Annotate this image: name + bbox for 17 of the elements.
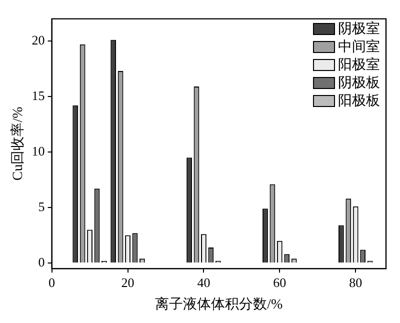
y-tick-label: 0 [38, 254, 45, 270]
legend-label: 阴极板 [338, 74, 380, 92]
x-axis-title: 离子液体体积分数/% [155, 296, 284, 312]
x-tick-label: 60 [273, 274, 286, 290]
legend-label: 中间室 [338, 38, 380, 56]
legend-label: 阳极室 [338, 56, 380, 74]
y-tick-label: 5 [38, 198, 45, 214]
legend-label: 阳极板 [338, 92, 380, 110]
y-tick-label: 15 [32, 88, 45, 103]
x-tick-label: 80 [349, 274, 362, 290]
x-tick-label: 20 [121, 274, 134, 290]
x-tick-label: 40 [197, 274, 210, 290]
y-tick-label: 10 [32, 143, 45, 158]
legend-label: 阴极室 [338, 20, 380, 38]
x-tick-label: 0 [48, 274, 56, 290]
y-axis-title: Cu回收率/% [10, 106, 26, 181]
y-tick-label: 20 [32, 32, 45, 48]
